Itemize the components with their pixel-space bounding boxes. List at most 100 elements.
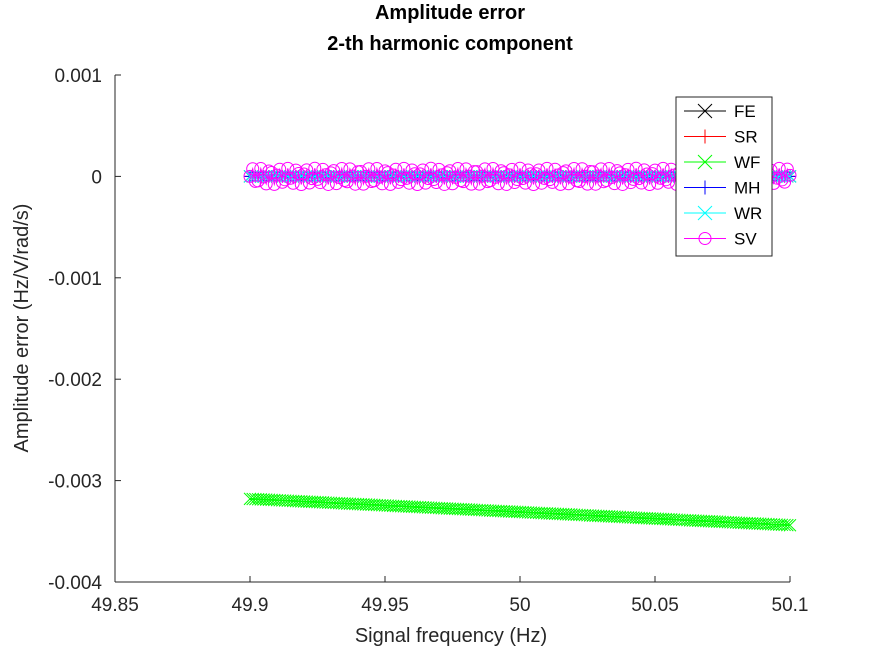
data-point-sv [494, 164, 508, 178]
data-point-sv [527, 178, 540, 192]
data-point-sv [410, 178, 424, 192]
data-point-sv [602, 161, 616, 175]
series-wf [243, 492, 797, 532]
data-point-sv [562, 177, 576, 191]
data-point-sv [348, 177, 362, 191]
y-tick-label: -0.001 [48, 269, 102, 290]
legend-marker [697, 154, 713, 170]
legend-entry-wr: WR [684, 204, 762, 223]
data-point-sv [286, 176, 300, 190]
data-point-sv [311, 172, 324, 186]
x-tick-label: 49.9 [232, 595, 269, 616]
data-point-sv [464, 177, 478, 191]
data-point-sv [775, 173, 789, 187]
data-point-sv [302, 176, 316, 190]
y-tick-label: -0.003 [48, 472, 102, 493]
data-point-sv [294, 178, 308, 192]
data-point-sv [246, 162, 260, 176]
data-point-sv [616, 177, 630, 191]
x-tick-label: 50.1 [772, 595, 809, 616]
data-point-sv [446, 177, 459, 191]
data-point-sv [305, 172, 319, 186]
data-point-sv [421, 172, 435, 186]
data-point-sv [329, 177, 343, 191]
data-point-sv [624, 176, 638, 190]
data-point-sv [581, 177, 594, 191]
data-point-sv [548, 162, 562, 176]
data-point-sv [362, 162, 376, 176]
legend-marker [697, 205, 713, 221]
data-point-sv [375, 177, 389, 191]
data-point-sv [262, 164, 276, 178]
data-point-sv [281, 161, 295, 175]
data-point-sv [653, 171, 667, 185]
legend-label: SV [734, 230, 757, 249]
data-point-sv [327, 164, 341, 178]
data-point-sv [594, 162, 608, 176]
x-tick-label: 49.95 [361, 595, 409, 616]
data-point-sv [392, 175, 405, 189]
data-point-sv [389, 162, 403, 176]
y-tick-label: -0.002 [48, 370, 102, 391]
x-tick-label: 50 [509, 595, 530, 616]
legend-box [675, 96, 773, 257]
legend-label: SR [734, 128, 758, 147]
data-point-sv [505, 162, 519, 176]
data-point-sv [508, 175, 522, 189]
data-point-sv [778, 175, 792, 189]
chart-subtitle: 2-th harmonic component [327, 33, 573, 55]
legend-entry-fe: FE [684, 102, 756, 121]
data-point-sv [780, 162, 794, 176]
data-point-sv [478, 162, 492, 176]
data-point-sv [640, 167, 654, 181]
legend-marker [698, 232, 712, 245]
data-point-sv [572, 174, 586, 188]
data-point-sv [289, 163, 303, 177]
data-point-sv [629, 161, 643, 175]
data-point-sv [605, 170, 619, 184]
data-point-sv [319, 168, 333, 182]
data-point-sv [267, 177, 281, 191]
legend-marker [698, 180, 712, 195]
data-point-sv [524, 167, 538, 181]
legend: FE SR WF MH WR SV [675, 96, 773, 257]
data-point-sv [637, 163, 651, 177]
data-point-sv [491, 177, 505, 191]
legend-label: WR [734, 204, 762, 223]
data-point-sv [608, 177, 621, 191]
data-point-sv [537, 171, 551, 185]
data-points-wf [243, 492, 797, 532]
data-point-sv [383, 177, 397, 191]
data-point-sv [243, 169, 257, 183]
data-point-sv [662, 175, 675, 189]
data-point-sv [324, 166, 338, 180]
data-point-sv [443, 164, 457, 178]
x-tick-label: 50.05 [631, 595, 679, 616]
data-point-sv [621, 162, 635, 176]
data-point-sv [597, 175, 611, 189]
y-tick-label: 0.001 [54, 66, 102, 87]
y-tick-label: -0.004 [48, 573, 102, 594]
x-axis-label: Signal frequency (Hz) [355, 625, 547, 647]
data-point-sv [397, 161, 411, 175]
data-point-sv [521, 163, 535, 177]
data-point-sv [427, 173, 441, 187]
data-point-sv [378, 164, 392, 178]
data-point-sv [500, 177, 513, 191]
legend-label: WF [734, 153, 760, 172]
data-point-sv [567, 162, 581, 176]
data-point-sv [335, 161, 349, 175]
legend-marker [697, 103, 713, 119]
x-tick-label: 49.85 [91, 595, 139, 616]
y-axis-label: Amplitude error (Hz/V/rad/s) [11, 204, 33, 453]
legend-entry-mh: MH [684, 179, 760, 198]
legend-entry-wf: WF [684, 153, 760, 172]
data-point-sv [659, 173, 673, 187]
data-point-sv [543, 173, 557, 187]
data-point-sv [610, 164, 624, 178]
data-point-sv [489, 170, 503, 184]
data-point-sv [405, 163, 419, 177]
y-tick-label: 0 [91, 167, 102, 188]
chart-title: Amplitude error [375, 2, 525, 24]
